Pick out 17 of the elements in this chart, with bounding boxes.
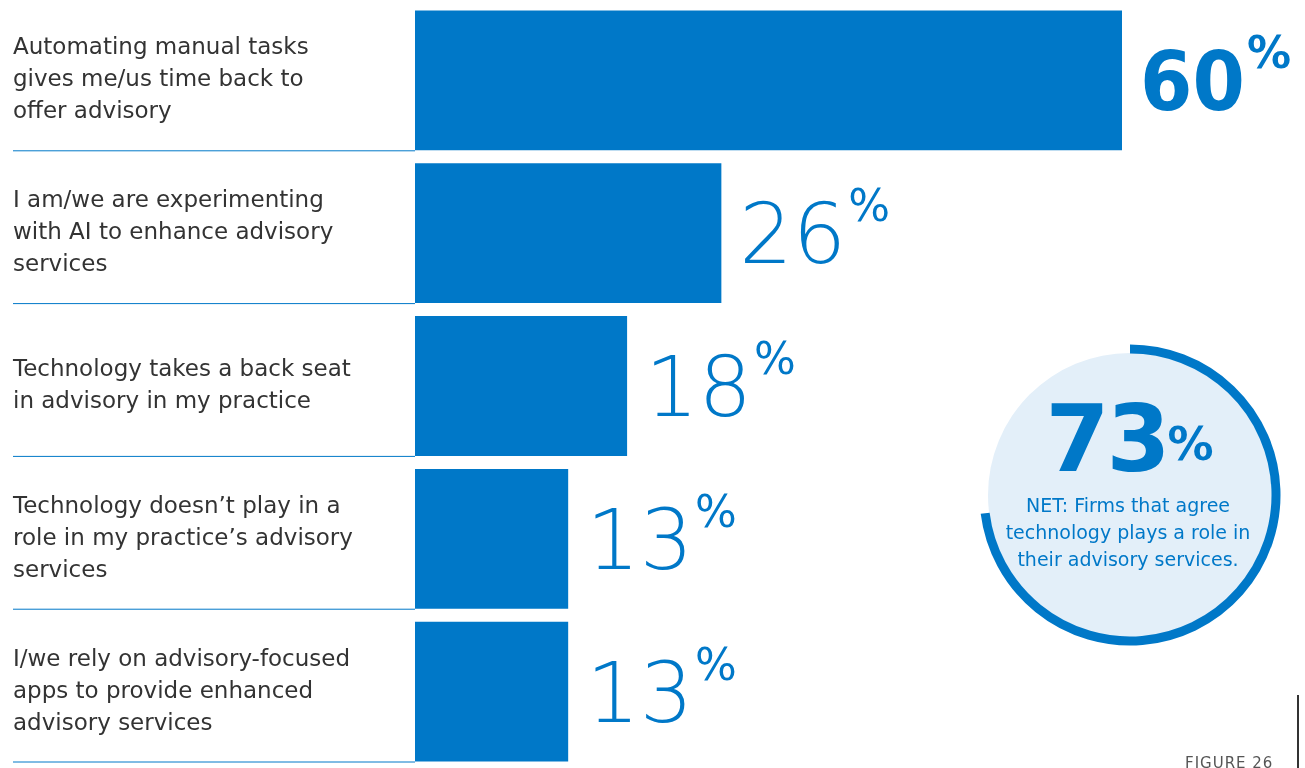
y-tick-label: Automating manual tasks gives me/us time back to offer advisory <box>13 33 309 124</box>
bar <box>415 316 628 456</box>
annotation: 73$^{%}$ <box>1044 386 1213 493</box>
bar <box>415 468 569 609</box>
data-label: 18% <box>645 333 796 436</box>
y-tick-label: I am/we are experimenting with AI to enhance advisory services <box>13 186 334 277</box>
annotation: NET: Firms that agree technology plays a role in their advisory services. <box>1004 493 1252 572</box>
data-label: 26% <box>739 180 891 284</box>
bar <box>415 10 1122 151</box>
data-label: 13% <box>586 638 737 742</box>
y-tick-label: Technology takes a back seat in advisory in my practice <box>12 354 351 413</box>
y-tick-label: I/we rely on advisory-focused apps to provide enhanced advisory services <box>13 644 351 735</box>
data-label: 60% <box>1140 27 1292 131</box>
caption: FIGURE 26 <box>1185 754 1274 768</box>
data-label: 13% <box>586 485 737 589</box>
bar <box>415 163 722 304</box>
y-tick-label: Technology doesn’t play in a role in my practice’s advisory services <box>12 491 353 582</box>
